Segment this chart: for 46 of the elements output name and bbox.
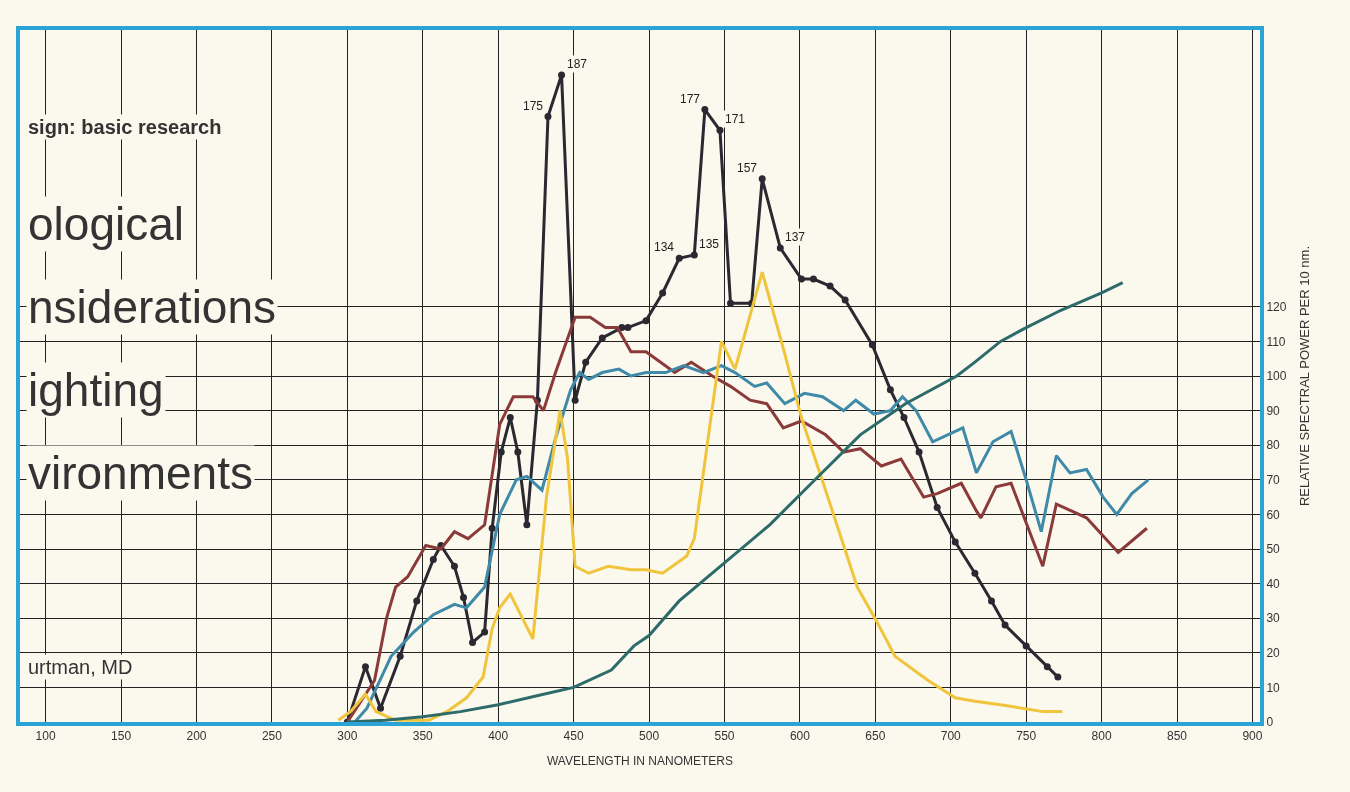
x-tick-label: 600 — [789, 729, 811, 744]
y-tick-label: 110 — [1266, 334, 1286, 349]
y-tick-label: 0 — [1266, 715, 1274, 730]
data-label: 134 — [654, 240, 675, 254]
x-axis-title: WAVELENGTH IN NANOMETERS — [546, 753, 734, 768]
y-tick-label: 70 — [1266, 473, 1281, 487]
y-axis-title: RELATIVE SPECTRAL POWER PER 10 nm. — [1296, 245, 1312, 507]
y-tick-label: 60 — [1266, 507, 1281, 522]
x-tick-label: 900 — [1242, 729, 1263, 744]
x-tick-label: 650 — [865, 729, 886, 744]
x-tick-label: 250 — [261, 729, 283, 744]
y-tick-label: 50 — [1266, 542, 1281, 557]
x-tick-label: 100 — [35, 729, 56, 744]
y-tick-label: 100 — [1266, 369, 1287, 384]
x-tick-label: 400 — [488, 729, 509, 744]
x-tick-label: 200 — [186, 729, 207, 744]
x-tick-label: 450 — [563, 729, 584, 744]
annotation: sign: basic research — [28, 116, 222, 138]
annotation: urtman, MD — [28, 656, 133, 678]
annotation: nsiderations — [28, 281, 277, 333]
x-tick-label: 850 — [1167, 729, 1188, 744]
data-label: 177 — [680, 92, 701, 106]
annotation: ological — [28, 198, 184, 250]
annotation: ighting — [28, 364, 164, 416]
x-tick-label: 700 — [940, 729, 962, 744]
y-tick-label: 90 — [1266, 403, 1281, 418]
data-label: 157 — [737, 161, 758, 175]
x-tick-label: 150 — [111, 729, 132, 744]
y-tick-label: 30 — [1266, 611, 1281, 626]
y-tick-label: 40 — [1266, 576, 1281, 591]
x-tick-label: 350 — [412, 729, 434, 744]
y-tick-label: 120 — [1266, 300, 1287, 314]
x-tick-label: 550 — [714, 729, 735, 744]
x-tick-label: 750 — [1016, 729, 1037, 744]
x-tick-label: 300 — [337, 729, 358, 744]
x-tick-label: 500 — [639, 729, 660, 744]
data-label: 135 — [699, 237, 720, 251]
y-tick-label: 10 — [1266, 680, 1281, 695]
annotation: vironments — [28, 447, 253, 499]
y-tick-label: 20 — [1266, 646, 1281, 660]
data-label: 175 — [523, 99, 544, 113]
x-tick-label: 800 — [1091, 729, 1112, 744]
y-tick-label: 80 — [1266, 438, 1281, 453]
data-label: 171 — [725, 112, 746, 126]
data-label: 137 — [785, 230, 806, 244]
data-label: 187 — [567, 57, 588, 71]
